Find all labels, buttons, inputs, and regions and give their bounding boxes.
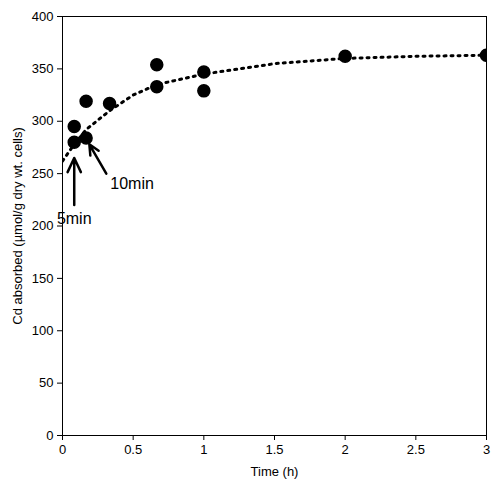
svg-text:10min: 10min	[110, 175, 154, 192]
svg-text:0: 0	[59, 442, 66, 457]
svg-text:0.5: 0.5	[124, 442, 142, 457]
svg-text:3: 3	[483, 442, 490, 457]
svg-text:1.5: 1.5	[265, 442, 283, 457]
svg-text:400: 400	[32, 9, 54, 24]
svg-text:2: 2	[342, 442, 349, 457]
svg-text:2.5: 2.5	[407, 442, 425, 457]
svg-text:300: 300	[32, 113, 54, 128]
svg-text:350: 350	[32, 61, 54, 76]
svg-text:150: 150	[32, 271, 54, 286]
svg-text:100: 100	[32, 323, 54, 338]
svg-text:1: 1	[200, 442, 207, 457]
svg-text:Time (h): Time (h)	[251, 464, 299, 479]
svg-text:Cd absorbed (µmol/g dry wt. ce: Cd absorbed (µmol/g dry wt. cells)	[10, 127, 25, 325]
svg-text:200: 200	[32, 218, 54, 233]
svg-text:0: 0	[46, 428, 53, 443]
svg-text:5min: 5min	[56, 210, 92, 228]
svg-text:50: 50	[39, 375, 53, 390]
svg-text:250: 250	[32, 166, 54, 181]
